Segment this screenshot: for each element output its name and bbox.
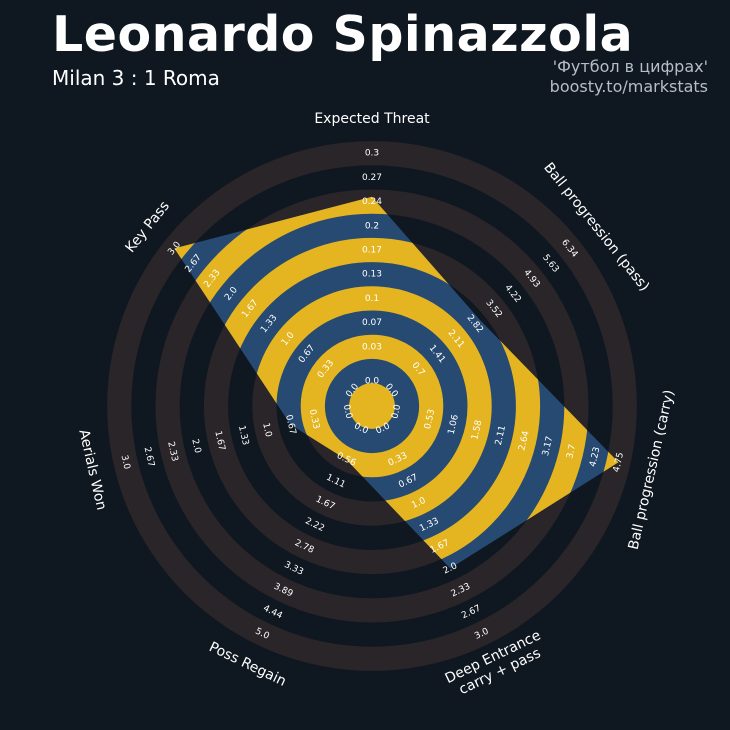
radar-tick-label: 2.67: [142, 446, 156, 468]
radar-polygon-band: [300, 334, 444, 478]
radar-tick-label: 2.64: [517, 430, 531, 452]
radar-axis-label: Aerials Won: [75, 428, 109, 512]
radar-tick-label: 0.0: [365, 377, 380, 387]
radar-tick-label: 1.33: [236, 425, 250, 447]
radar-tick-label: 1.06: [447, 414, 461, 436]
radar-tick-label: 2.11: [494, 425, 508, 447]
radar-tick-label: 0.67: [283, 414, 297, 436]
radar-tick-label: 0.27: [362, 173, 382, 183]
radar-polygon-band: [349, 383, 395, 429]
radar-tick-label: 0.17: [362, 246, 382, 256]
radar-tick-label: 1.58: [470, 419, 484, 441]
radar-tick-label: 1.0: [260, 422, 273, 438]
radar-tick-label: 0.1: [365, 294, 379, 304]
radar-tick-label: 4.23: [588, 446, 602, 468]
radar-tick-label: 0.07: [362, 318, 382, 328]
chart-title: Leonardo Spinazzola: [52, 6, 634, 63]
radar-tick-label: 0.33: [307, 408, 321, 430]
radar-tick-label: 0.2: [365, 221, 379, 231]
radar-tick-label: 1.67: [212, 430, 226, 452]
radar-tick-label: 0.03: [362, 342, 382, 352]
radar-tick-label: 2.0: [189, 438, 202, 454]
radar-tick-label: 2.33: [165, 441, 179, 463]
radar-tick-label: 0.13: [362, 270, 382, 280]
radar-tick-label: 0.24: [362, 197, 382, 207]
chart-subtitle: Milan 3 : 1 Roma: [52, 66, 220, 90]
radar-tick-label: 0.53: [423, 408, 437, 430]
credit-line-2: boosty.to/markstats: [549, 77, 708, 96]
radar-tick-label: 0.3: [365, 149, 379, 159]
credit-line-1: 'Футбол в цифрах': [552, 57, 708, 76]
radar-axis-label: Expected Threat: [314, 111, 430, 127]
radar-tick-label: 4.75: [612, 451, 626, 473]
radar-tick-label: 3.7: [565, 443, 578, 459]
radar-tick-label: 3.0: [119, 454, 132, 470]
radar-tick-label: 0.0: [341, 404, 354, 420]
radar-tick-label: 3.17: [541, 435, 555, 457]
radar-tick-label: 0.0: [390, 403, 403, 419]
